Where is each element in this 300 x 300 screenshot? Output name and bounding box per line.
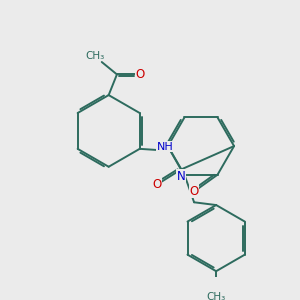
Text: O: O bbox=[190, 185, 199, 198]
Text: O: O bbox=[152, 178, 162, 190]
Text: CH₃: CH₃ bbox=[206, 292, 226, 300]
Text: N: N bbox=[177, 169, 185, 183]
Text: NH: NH bbox=[157, 142, 174, 152]
Text: O: O bbox=[136, 68, 145, 81]
Text: CH₃: CH₃ bbox=[85, 51, 104, 61]
